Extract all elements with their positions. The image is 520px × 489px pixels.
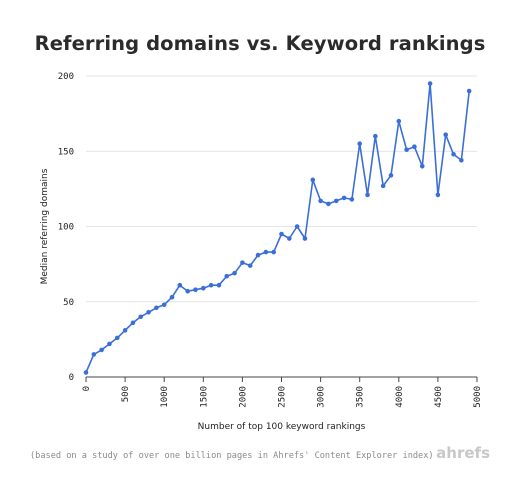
x-tick-label: 0 [82, 386, 92, 391]
data-point [326, 201, 331, 207]
x-axis: 0 500 1000 1500 2000 2500 3000 3500 4000 4500 5000 [82, 377, 483, 408]
y-axis: 0 50 100 150 200 [58, 72, 74, 383]
data-point [388, 173, 394, 178]
data-point [333, 198, 339, 204]
x-axis-label: Number of top 100 keyword rankings [198, 422, 366, 432]
data-point [161, 302, 167, 308]
x-tick-label: 3500 [356, 386, 366, 408]
data-point [466, 88, 472, 94]
data-point [412, 144, 417, 150]
x-tick-label: 1500 [199, 386, 209, 408]
x-tick-label: 1000 [160, 386, 170, 408]
chart-title: Referring domains vs. Keyword rankings [34, 32, 486, 55]
x-tick-label: 500 [121, 386, 131, 402]
data-point [349, 197, 355, 202]
data-point [99, 347, 104, 353]
x-tick-label: 2500 [278, 386, 288, 408]
data-point [443, 132, 449, 137]
data-point [373, 133, 378, 139]
data-point [201, 285, 206, 291]
footnote: (based on a study of over one billion pa… [30, 451, 434, 461]
data-point [83, 370, 89, 375]
data-point [224, 273, 230, 279]
x-tick-label: 4000 [395, 386, 405, 408]
data-point [208, 282, 214, 288]
data-point [247, 263, 253, 268]
data-point [310, 177, 316, 183]
data-point [255, 252, 261, 258]
data-point [169, 294, 175, 300]
data-point [459, 157, 464, 163]
data-point [271, 249, 276, 255]
x-tick-label: 4500 [434, 386, 444, 408]
data-point [114, 335, 120, 341]
data-point [287, 236, 292, 241]
brand-logo: ahrefs [436, 444, 490, 462]
data-point [302, 236, 308, 241]
data-point [216, 282, 222, 288]
data-point [357, 141, 363, 147]
data-point [404, 147, 409, 153]
data-point [318, 198, 323, 204]
data-point [130, 320, 136, 326]
series [83, 81, 472, 375]
data-point [365, 192, 370, 198]
data-point [232, 270, 237, 276]
data-point [294, 224, 300, 229]
data-point [91, 352, 97, 357]
data-point [138, 314, 144, 320]
series-line [85, 82, 470, 373]
data-point [341, 195, 347, 201]
data-point [263, 249, 269, 255]
gridlines [86, 75, 477, 378]
data-point [396, 118, 402, 124]
data-point [380, 183, 386, 189]
y-tick-label: 100 [58, 223, 74, 233]
data-point [435, 192, 441, 198]
data-point [122, 328, 128, 333]
data-point [185, 288, 190, 294]
data-point [177, 282, 183, 288]
y-axis-label: Median referring domains [40, 168, 50, 284]
y-tick-label: 150 [58, 147, 74, 157]
y-tick-label: 50 [63, 298, 74, 308]
x-tick-label: 3000 [317, 386, 327, 408]
data-point [107, 341, 112, 347]
data-point [154, 305, 159, 311]
y-tick-label: 0 [69, 373, 74, 383]
data-point [193, 287, 198, 293]
data-point [451, 151, 456, 157]
x-tick-label: 2000 [238, 386, 248, 408]
x-tick-label: 5000 [473, 386, 483, 408]
data-point [427, 81, 433, 86]
data-point [240, 260, 245, 265]
y-tick-label: 200 [58, 72, 74, 82]
data-point [419, 164, 425, 169]
data-point [279, 231, 284, 237]
data-point [146, 309, 151, 315]
